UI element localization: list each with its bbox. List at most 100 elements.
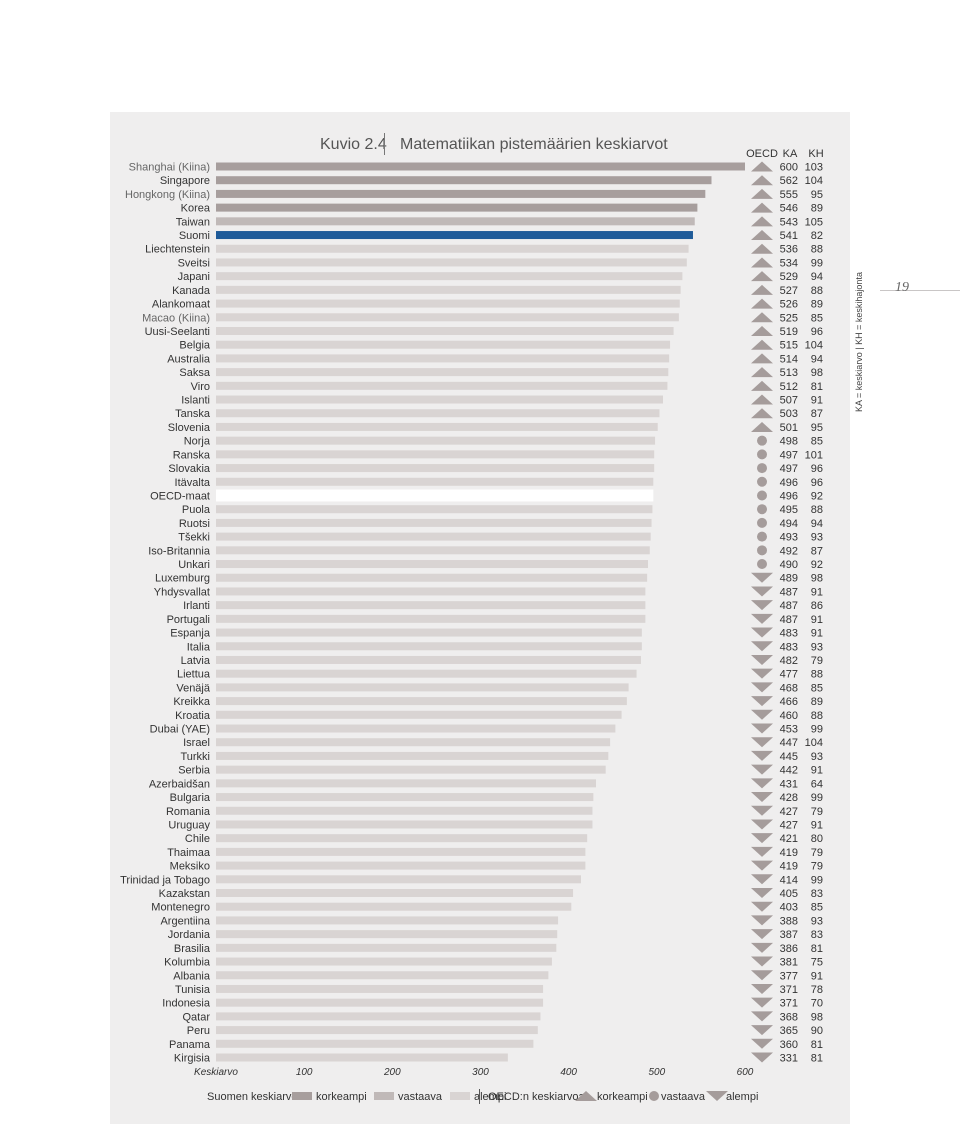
kh-value: 91 bbox=[811, 614, 823, 626]
bar bbox=[216, 532, 651, 541]
ka-value: 496 bbox=[780, 490, 798, 502]
kh-value: 105 bbox=[805, 216, 823, 228]
country-label: Tunisia bbox=[175, 984, 211, 996]
ka-value: 403 bbox=[780, 902, 798, 914]
oecd-lower-marker bbox=[751, 1052, 773, 1063]
bar bbox=[216, 847, 586, 856]
country-label: Yhdysvallat bbox=[154, 586, 210, 598]
oecd-lower-marker bbox=[751, 819, 773, 830]
oecd-lower-marker bbox=[751, 901, 773, 912]
ka-value: 519 bbox=[780, 326, 798, 338]
country-label: Slovenia bbox=[168, 422, 211, 434]
bar bbox=[216, 669, 637, 678]
oecd-lower-marker bbox=[751, 997, 773, 1008]
header-kh: KH bbox=[808, 148, 823, 160]
bar bbox=[216, 738, 611, 747]
kh-value: 94 bbox=[811, 271, 823, 283]
oecd-higher-marker bbox=[751, 353, 773, 364]
oecd-lower-marker bbox=[751, 1011, 773, 1022]
oecd-lower-marker bbox=[751, 1038, 773, 1049]
country-label: Romania bbox=[166, 806, 211, 818]
bar bbox=[216, 217, 695, 226]
kh-value: 81 bbox=[811, 1039, 823, 1051]
ka-value: 503 bbox=[780, 408, 798, 420]
kh-value: 90 bbox=[811, 1025, 823, 1037]
oecd-lower-marker bbox=[751, 929, 773, 940]
kh-value: 89 bbox=[811, 299, 823, 311]
kh-value: 91 bbox=[811, 970, 823, 982]
bar bbox=[216, 875, 582, 884]
country-label: Iso-Britannia bbox=[148, 545, 211, 557]
bar bbox=[216, 957, 552, 966]
page-number: 19 bbox=[895, 280, 909, 295]
kh-value: 99 bbox=[811, 792, 823, 804]
kh-value: 64 bbox=[811, 778, 823, 790]
kh-value: 99 bbox=[811, 257, 823, 269]
kh-value: 88 bbox=[811, 244, 823, 256]
country-label: Japani bbox=[178, 271, 210, 283]
ka-value: 498 bbox=[780, 436, 798, 448]
country-label: Slovakia bbox=[168, 463, 210, 475]
kh-value: 98 bbox=[811, 573, 823, 585]
ka-value: 487 bbox=[780, 614, 798, 626]
kh-value: 91 bbox=[811, 395, 823, 407]
kh-value: 88 bbox=[811, 710, 823, 722]
bar bbox=[216, 765, 606, 774]
kh-value: 99 bbox=[811, 724, 823, 736]
ka-value: 492 bbox=[780, 545, 798, 557]
oecd-lower-marker bbox=[751, 723, 773, 734]
chart-title: Matematiikan pistemäärien keskiarvot bbox=[400, 136, 668, 153]
bar bbox=[216, 1026, 538, 1035]
ka-value: 496 bbox=[780, 477, 798, 489]
kh-value: 92 bbox=[811, 559, 823, 571]
ka-value: 428 bbox=[780, 792, 798, 804]
oecd-lower-marker bbox=[751, 627, 773, 638]
bar bbox=[216, 560, 649, 569]
bar bbox=[216, 340, 671, 349]
bar bbox=[216, 793, 594, 802]
country-label: Itävalta bbox=[175, 477, 211, 489]
kh-value: 96 bbox=[811, 477, 823, 489]
legend-title-oecd: OECD:n keskiarvoa bbox=[488, 1091, 585, 1103]
bar bbox=[216, 779, 596, 788]
ka-value: 512 bbox=[780, 381, 798, 393]
ka-value: 526 bbox=[780, 299, 798, 311]
oecd-similar-marker bbox=[757, 435, 767, 446]
bar bbox=[216, 326, 674, 335]
oecd-higher-marker bbox=[751, 175, 773, 186]
bar bbox=[216, 902, 572, 911]
bar bbox=[216, 395, 664, 404]
ka-value: 487 bbox=[780, 586, 798, 598]
ka-value: 514 bbox=[780, 353, 798, 365]
country-label: Tanska bbox=[175, 408, 211, 420]
kh-value: 91 bbox=[811, 819, 823, 831]
kh-value: 85 bbox=[811, 682, 823, 694]
header-oecd: OECD bbox=[746, 148, 778, 160]
country-label: Korea bbox=[181, 203, 211, 215]
kh-value: 93 bbox=[811, 915, 823, 927]
country-label: Latvia bbox=[181, 655, 211, 667]
country-label: Portugali bbox=[167, 614, 210, 626]
oecd-lower-marker bbox=[751, 668, 773, 679]
kh-value: 98 bbox=[811, 367, 823, 379]
oecd-higher-marker bbox=[751, 284, 773, 295]
ka-value: 445 bbox=[780, 751, 798, 763]
bar bbox=[216, 710, 622, 719]
ka-value: 483 bbox=[780, 641, 798, 653]
country-label: Tšekki bbox=[178, 532, 210, 544]
ka-value: 501 bbox=[780, 422, 798, 434]
ka-value: 562 bbox=[780, 175, 798, 187]
bar bbox=[216, 244, 689, 253]
country-label: Unkari bbox=[178, 559, 210, 571]
oecd-lower-marker bbox=[751, 1025, 773, 1036]
oecd-higher-marker bbox=[751, 339, 773, 350]
kh-value: 91 bbox=[811, 628, 823, 640]
ka-value: 536 bbox=[780, 244, 798, 256]
oecd-lower-marker bbox=[751, 983, 773, 994]
oecd-higher-marker bbox=[751, 421, 773, 432]
ka-value: 371 bbox=[780, 998, 798, 1010]
legend-item-label: alempi bbox=[474, 1091, 506, 1103]
country-label: Italia bbox=[187, 641, 211, 653]
oecd-lower-marker bbox=[751, 764, 773, 775]
country-label: Chile bbox=[185, 833, 210, 845]
